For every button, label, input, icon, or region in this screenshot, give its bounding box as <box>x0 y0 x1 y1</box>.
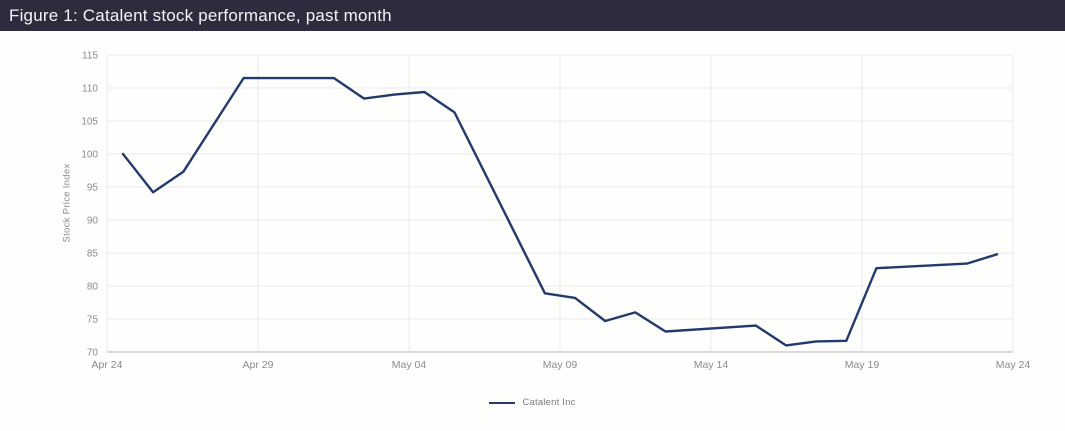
x-tick-label: May 09 <box>543 359 578 371</box>
y-tick-label: 90 <box>87 216 99 227</box>
y-axis-title: Stock Price Index <box>61 163 73 243</box>
figure-title: Figure 1: Catalent stock performance, pa… <box>9 6 392 25</box>
y-tick-label: 110 <box>82 84 98 95</box>
y-tick-label: 80 <box>87 282 99 293</box>
y-tick-label: 105 <box>81 117 98 128</box>
x-tick-label: May 24 <box>996 359 1031 371</box>
y-tick-label: 115 <box>82 51 98 62</box>
price-line <box>121 76 999 347</box>
y-tick-label: 95 <box>87 183 99 194</box>
x-tick-label: Apr 24 <box>92 359 123 371</box>
x-tick-label: May 04 <box>392 359 427 371</box>
figure-title-bar: Figure 1: Catalent stock performance, pa… <box>0 0 1065 31</box>
legend-line-swatch <box>489 401 516 404</box>
legend: Catalent Inc <box>0 397 1065 408</box>
y-tick-label: 85 <box>87 249 99 260</box>
y-tick-label: 75 <box>87 315 99 326</box>
legend-label: Catalent Inc <box>522 397 576 408</box>
y-tick-label: 70 <box>87 348 99 359</box>
x-tick-label: May 14 <box>694 359 729 371</box>
x-tick-label: May 19 <box>845 359 880 371</box>
x-tick-label: Apr 29 <box>243 359 274 371</box>
y-tick-label: 100 <box>81 150 98 161</box>
